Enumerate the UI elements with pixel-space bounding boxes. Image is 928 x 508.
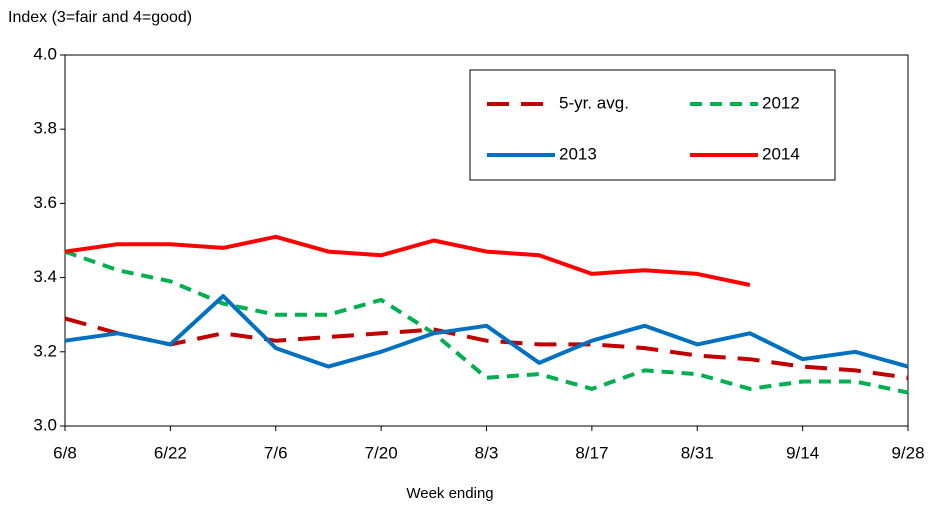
series-line — [64, 249, 909, 395]
y-axis-label: Index (3=fair and 4=good) — [8, 9, 192, 26]
series-line — [64, 234, 751, 287]
x-tick-label: 8/17 — [575, 443, 608, 462]
y-tick-label: 3.4 — [33, 267, 57, 286]
series-line — [64, 316, 909, 380]
x-tick-label: 6/8 — [53, 443, 77, 462]
x-tick-label: 8/3 — [475, 443, 499, 462]
series-line — [64, 294, 909, 369]
y-tick-label: 4.0 — [33, 44, 57, 63]
x-tick-label: 9/28 — [891, 443, 924, 462]
y-tick-label: 3.0 — [33, 415, 57, 434]
x-tick-label: 8/31 — [681, 443, 714, 462]
x-tick-label: 6/22 — [154, 443, 187, 462]
x-tick-label: 7/20 — [365, 443, 398, 462]
x-axis-label: Week ending — [406, 485, 493, 502]
legend-label: 2014 — [762, 144, 800, 163]
y-tick-label: 3.6 — [33, 193, 57, 212]
legend-label: 5-yr. avg. — [559, 93, 629, 112]
legend-label: 2012 — [762, 93, 800, 112]
legend-label: 2013 — [559, 144, 597, 163]
y-tick-label: 3.8 — [33, 119, 57, 138]
x-tick-label: 9/14 — [786, 443, 819, 462]
legend-box — [469, 69, 836, 181]
x-tick-label: 7/6 — [264, 443, 288, 462]
y-tick-label: 3.2 — [33, 341, 57, 360]
